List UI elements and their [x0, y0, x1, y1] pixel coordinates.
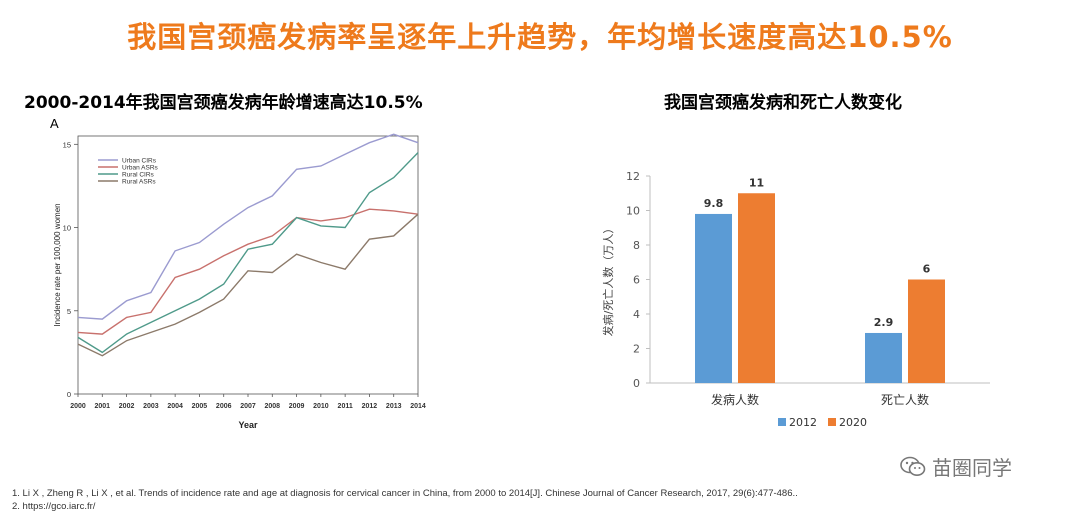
legend-label: Urban ASRs [122, 165, 159, 172]
x-tick-label: 2011 [338, 403, 353, 410]
watermark-text: 苗圈同学 [932, 456, 1012, 480]
y-tick-label: 10 [626, 205, 640, 218]
y-tick-label: 5 [67, 307, 71, 316]
references: 1. Li X , Zheng R , Li X , et al. Trends… [12, 487, 798, 513]
series-line-rural-asrs [77, 213, 419, 357]
legend-label: 2020 [839, 416, 867, 429]
reference-2: 2. https://gco.iarc.fr/ [12, 501, 96, 512]
bar-data-label: 9.8 [704, 197, 724, 210]
x-tick-label: 2010 [313, 403, 329, 410]
legend-label: Urban CIRs [122, 158, 157, 165]
watermark: 苗圈同学 [900, 452, 1012, 481]
x-tick-label: 2001 [94, 403, 110, 410]
series-line-rural-cirs [77, 152, 419, 354]
cases-deaths-bar-chart: 0 2 4 6 8 10 12 发病/死亡人数（万人） 9.8 11 发病人数 2.9 6 死亡人数 201… [601, 170, 990, 429]
left-chart-subtitle: 2000-2014年我国宫颈癌发病年龄增速高达10.5% [24, 93, 423, 113]
reference-1: 1. Li X , Zheng R , Li X , et al. Trends… [12, 488, 798, 499]
bar-2020-1 [908, 279, 945, 383]
x-axis-label: Year [238, 420, 258, 430]
legend-label: Rural ASRs [122, 179, 156, 186]
x-tick-label: 2005 [192, 403, 208, 410]
category-label: 发病人数 [711, 392, 759, 407]
y-tick-label: 6 [633, 274, 640, 287]
x-tick-label: 2007 [240, 403, 256, 410]
series-line-urban-cirs [77, 133, 419, 320]
bar-2012-1 [865, 332, 902, 383]
x-tick-label: 2009 [289, 403, 305, 410]
bar-data-label: 2.9 [874, 316, 894, 329]
x-tick-label: 2000 [70, 403, 86, 410]
legend-label: 2012 [789, 416, 817, 429]
y-tick-label: 0 [67, 390, 71, 399]
bar-2012-0 [695, 213, 732, 383]
y-tick-label: 0 [633, 377, 640, 390]
y-tick-label: 12 [626, 170, 640, 183]
y-tick-label: 10 [63, 224, 71, 233]
bar-2020-0 [738, 193, 775, 383]
y-tick-label: 2 [633, 343, 640, 356]
y-tick-label: 4 [633, 308, 640, 321]
right-chart-subtitle: 我国宫颈癌发病和死亡人数变化 [664, 93, 902, 113]
x-tick-label: 2008 [264, 403, 280, 410]
y-tick-label: 15 [63, 140, 71, 149]
x-tick-label: 2012 [362, 403, 378, 410]
legend-swatch [828, 418, 836, 426]
legend-swatch [778, 418, 786, 426]
y-axis-label: Incidence rate per 100,000 women [53, 203, 62, 326]
category-label: 死亡人数 [881, 392, 929, 407]
x-tick-label: 2013 [386, 403, 402, 410]
series-line-urban-asrs [77, 208, 419, 335]
x-tick-label: 2003 [143, 403, 159, 410]
incidence-line-chart: 0 5 10 15 2000 2001 2002 2003 2004 2005 2006 2007 20… [53, 133, 426, 430]
legend-label: Rural CIRs [122, 172, 155, 179]
bar-data-label: 11 [749, 176, 764, 189]
x-tick-label: 2002 [119, 403, 135, 410]
y-axis-label: 发病/死亡人数（万人） [601, 223, 615, 337]
panel-letter: A [50, 116, 59, 131]
headline: 我国宫颈癌发病率呈逐年上升趋势，年均增长速度高达10.5% [127, 20, 953, 54]
x-tick-label: 2006 [216, 403, 232, 410]
x-tick-label: 2004 [167, 403, 183, 410]
bar-data-label: 6 [923, 263, 931, 276]
x-tick-label: 2014 [410, 403, 426, 410]
y-tick-label: 8 [633, 239, 640, 252]
wechat-icon [900, 456, 926, 476]
